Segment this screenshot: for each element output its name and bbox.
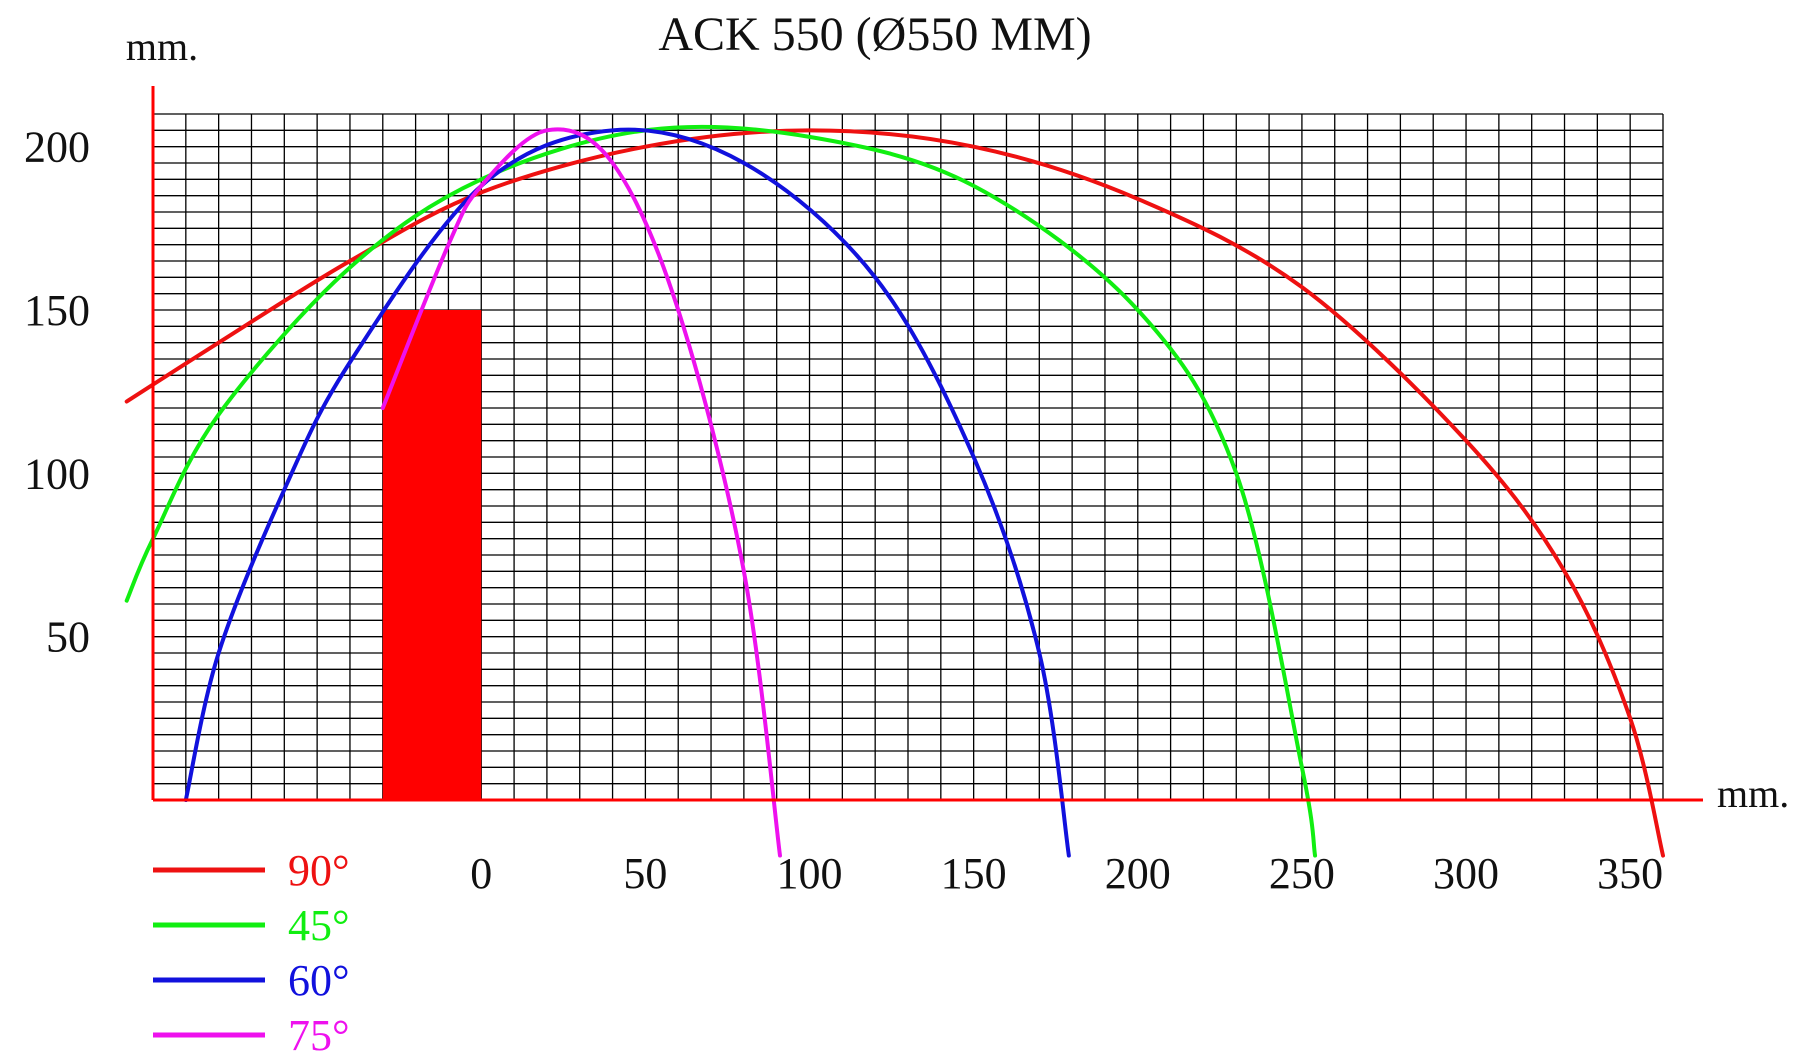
red-block: [382, 310, 482, 800]
x-tick-labels: 0 50 100 150 200 250 300 350: [470, 849, 1663, 898]
y-tick-label: 150: [24, 286, 90, 335]
series-line: [183, 127, 1071, 858]
x-tick-label: 250: [1269, 849, 1335, 898]
series-line: [124, 124, 1318, 858]
x-axis-label: mm.: [1717, 771, 1789, 816]
y-tick-label: 50: [46, 613, 90, 662]
series-line: [124, 128, 1665, 858]
legend-label: 45°: [288, 901, 350, 950]
legend: 90° 45° 60° 75°: [153, 846, 350, 1052]
axes: [151, 86, 1703, 802]
block-layer: [382, 310, 482, 800]
y-tick-label: 100: [24, 449, 90, 498]
legend-label: 90°: [288, 846, 350, 895]
x-tick-label: 300: [1433, 849, 1499, 898]
legend-label: 75°: [288, 1011, 350, 1052]
y-tick-labels: 50 100 150 200: [24, 123, 90, 662]
legend-label: 60°: [288, 956, 350, 1005]
x-tick-label: 0: [470, 849, 492, 898]
chart-title: ACK 550 (Ø550 MM): [658, 8, 1091, 61]
y-axis-label: mm.: [126, 24, 198, 69]
grid: [152, 113, 1664, 801]
series-layer: [124, 124, 1665, 858]
x-tick-label: 200: [1105, 849, 1171, 898]
x-tick-label: 100: [777, 849, 843, 898]
x-tick-label: 150: [941, 849, 1007, 898]
series-line: [380, 127, 782, 858]
x-tick-label: 350: [1597, 849, 1663, 898]
y-tick-label: 200: [24, 123, 90, 172]
x-tick-label: 50: [623, 849, 667, 898]
